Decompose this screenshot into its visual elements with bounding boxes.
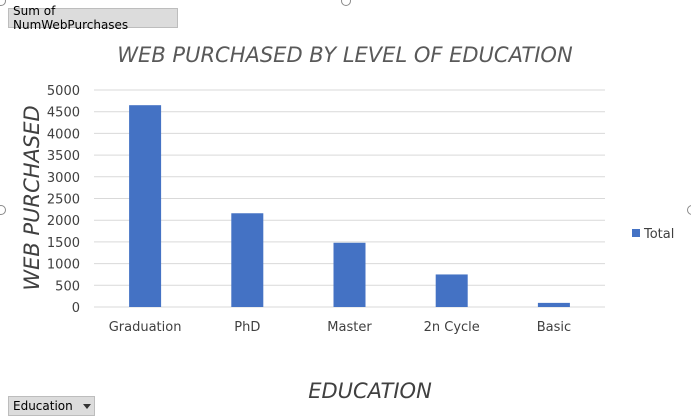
resize-handle-top-left[interactable] [0, 0, 6, 6]
x-tick-label: Graduation [109, 320, 182, 335]
x-tick-label: 2n Cycle [424, 320, 480, 335]
x-tick-label: Master [327, 320, 372, 335]
chevron-down-icon[interactable] [82, 403, 91, 409]
y-tick-label: 2500 [47, 193, 80, 208]
bar-master[interactable] [333, 242, 366, 307]
axis-field-label: Education [13, 399, 73, 413]
y-tick-label: 0 [72, 301, 80, 316]
resize-handle-top[interactable] [341, 0, 351, 6]
bar-2n-cycle[interactable] [435, 274, 468, 307]
chart-title: WEB PURCHASED BY LEVEL OF EDUCATION [117, 43, 573, 67]
resize-handle-right[interactable] [687, 205, 691, 215]
resize-handle-left[interactable] [0, 205, 6, 215]
y-tick-label: 4000 [47, 127, 80, 142]
y-axis-ticks: 0 500 1000 1500 2000 2500 3000 3500 4000 4500 5000 [47, 84, 80, 316]
y-axis-title: WEB PURCHASED [20, 105, 44, 290]
axis-field-button[interactable]: Education [8, 396, 95, 416]
bar-phd[interactable] [231, 213, 264, 307]
y-tick-label: 2000 [47, 214, 80, 229]
y-tick-label: 1500 [47, 236, 80, 251]
y-tick-label: 1000 [47, 258, 80, 273]
values-field-label: Sum of NumWebPurchases [13, 4, 129, 32]
bars [129, 105, 570, 307]
x-tick-label: Basic [537, 320, 571, 335]
y-tick-label: 3000 [47, 171, 80, 186]
x-axis-title: EDUCATION [308, 379, 432, 403]
y-tick-label: 500 [55, 279, 80, 294]
x-axis-ticks: Graduation PhD Master 2n Cycle Basic [109, 320, 571, 335]
values-field-button[interactable]: Sum of NumWebPurchases [8, 4, 178, 32]
x-tick-label: PhD [234, 320, 260, 335]
y-tick-label: 5000 [47, 84, 80, 99]
y-tick-label: 3500 [47, 149, 80, 164]
legend-label: Total [643, 227, 674, 242]
bar-basic[interactable] [537, 302, 570, 307]
bar-graduation[interactable] [129, 105, 162, 307]
legend-swatch [632, 229, 640, 237]
y-tick-label: 4500 [47, 106, 80, 121]
